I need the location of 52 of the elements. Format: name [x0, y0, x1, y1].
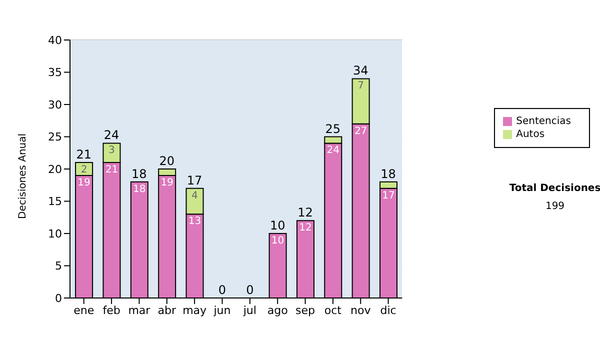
data-label: 7	[358, 80, 364, 92]
x-tick-label: oct	[324, 304, 342, 317]
x-tick-label: ago	[267, 304, 288, 317]
data-label: 12	[299, 222, 312, 234]
total-label: 0	[218, 283, 226, 297]
y-tick-label: 40	[48, 34, 62, 47]
legend-label: Sentencias	[516, 116, 571, 127]
total-label: 0	[246, 283, 254, 297]
total-label: 21	[76, 148, 92, 162]
data-label: 2	[80, 164, 88, 176]
y-axis-title: Decisiones Anual	[18, 133, 29, 219]
data-label: 18	[133, 184, 146, 195]
total-label: 24	[104, 128, 120, 142]
total-label: 34	[352, 64, 368, 78]
y-tick-label: 25	[48, 130, 62, 144]
text: 199	[544, 200, 566, 214]
total-label: 20	[159, 154, 175, 168]
data-label: 27	[354, 126, 368, 137]
y-tick-label: 5	[55, 260, 62, 273]
x-tick-label: feb	[102, 304, 120, 317]
x-tick-label: dic	[380, 304, 396, 317]
data-label: 19	[160, 177, 174, 188]
data-label: 19	[78, 177, 90, 188]
x-tick-label: jul	[242, 304, 256, 317]
total-label: 18	[132, 166, 147, 181]
y-tick-label: 30	[48, 98, 62, 112]
x-tick-label: jun	[212, 304, 231, 317]
x-tick-label: abr	[158, 304, 176, 317]
data-label: 10	[271, 236, 284, 246]
total-label: 18	[380, 166, 396, 181]
x-tick-label: nov	[350, 304, 372, 317]
data-label: 24	[326, 145, 340, 156]
x-tick-label: may	[182, 304, 208, 317]
total-label: 12	[298, 206, 313, 220]
y-tick-label: 10	[48, 227, 62, 240]
text: Total Decisiones	[508, 182, 600, 196]
total-label: 10	[270, 218, 286, 232]
x-tick-label: ene	[74, 304, 94, 317]
total-label: 17	[186, 173, 202, 188]
data-label: 3	[108, 145, 115, 156]
legend-label: Autos	[516, 129, 545, 140]
x-tick-label: sep	[296, 304, 316, 317]
data-label: 13	[188, 216, 202, 228]
total-label: 25	[325, 122, 341, 136]
data-label: 4	[192, 190, 198, 202]
y-tick-label: 35	[48, 66, 62, 80]
y-tick-label: 15	[48, 195, 62, 208]
data-label: 17	[382, 190, 395, 202]
y-tick-label: 20	[48, 162, 62, 176]
x-tick-label: mar	[128, 304, 151, 317]
data-label: 21	[105, 164, 118, 176]
y-tick-label: 0	[55, 292, 62, 305]
